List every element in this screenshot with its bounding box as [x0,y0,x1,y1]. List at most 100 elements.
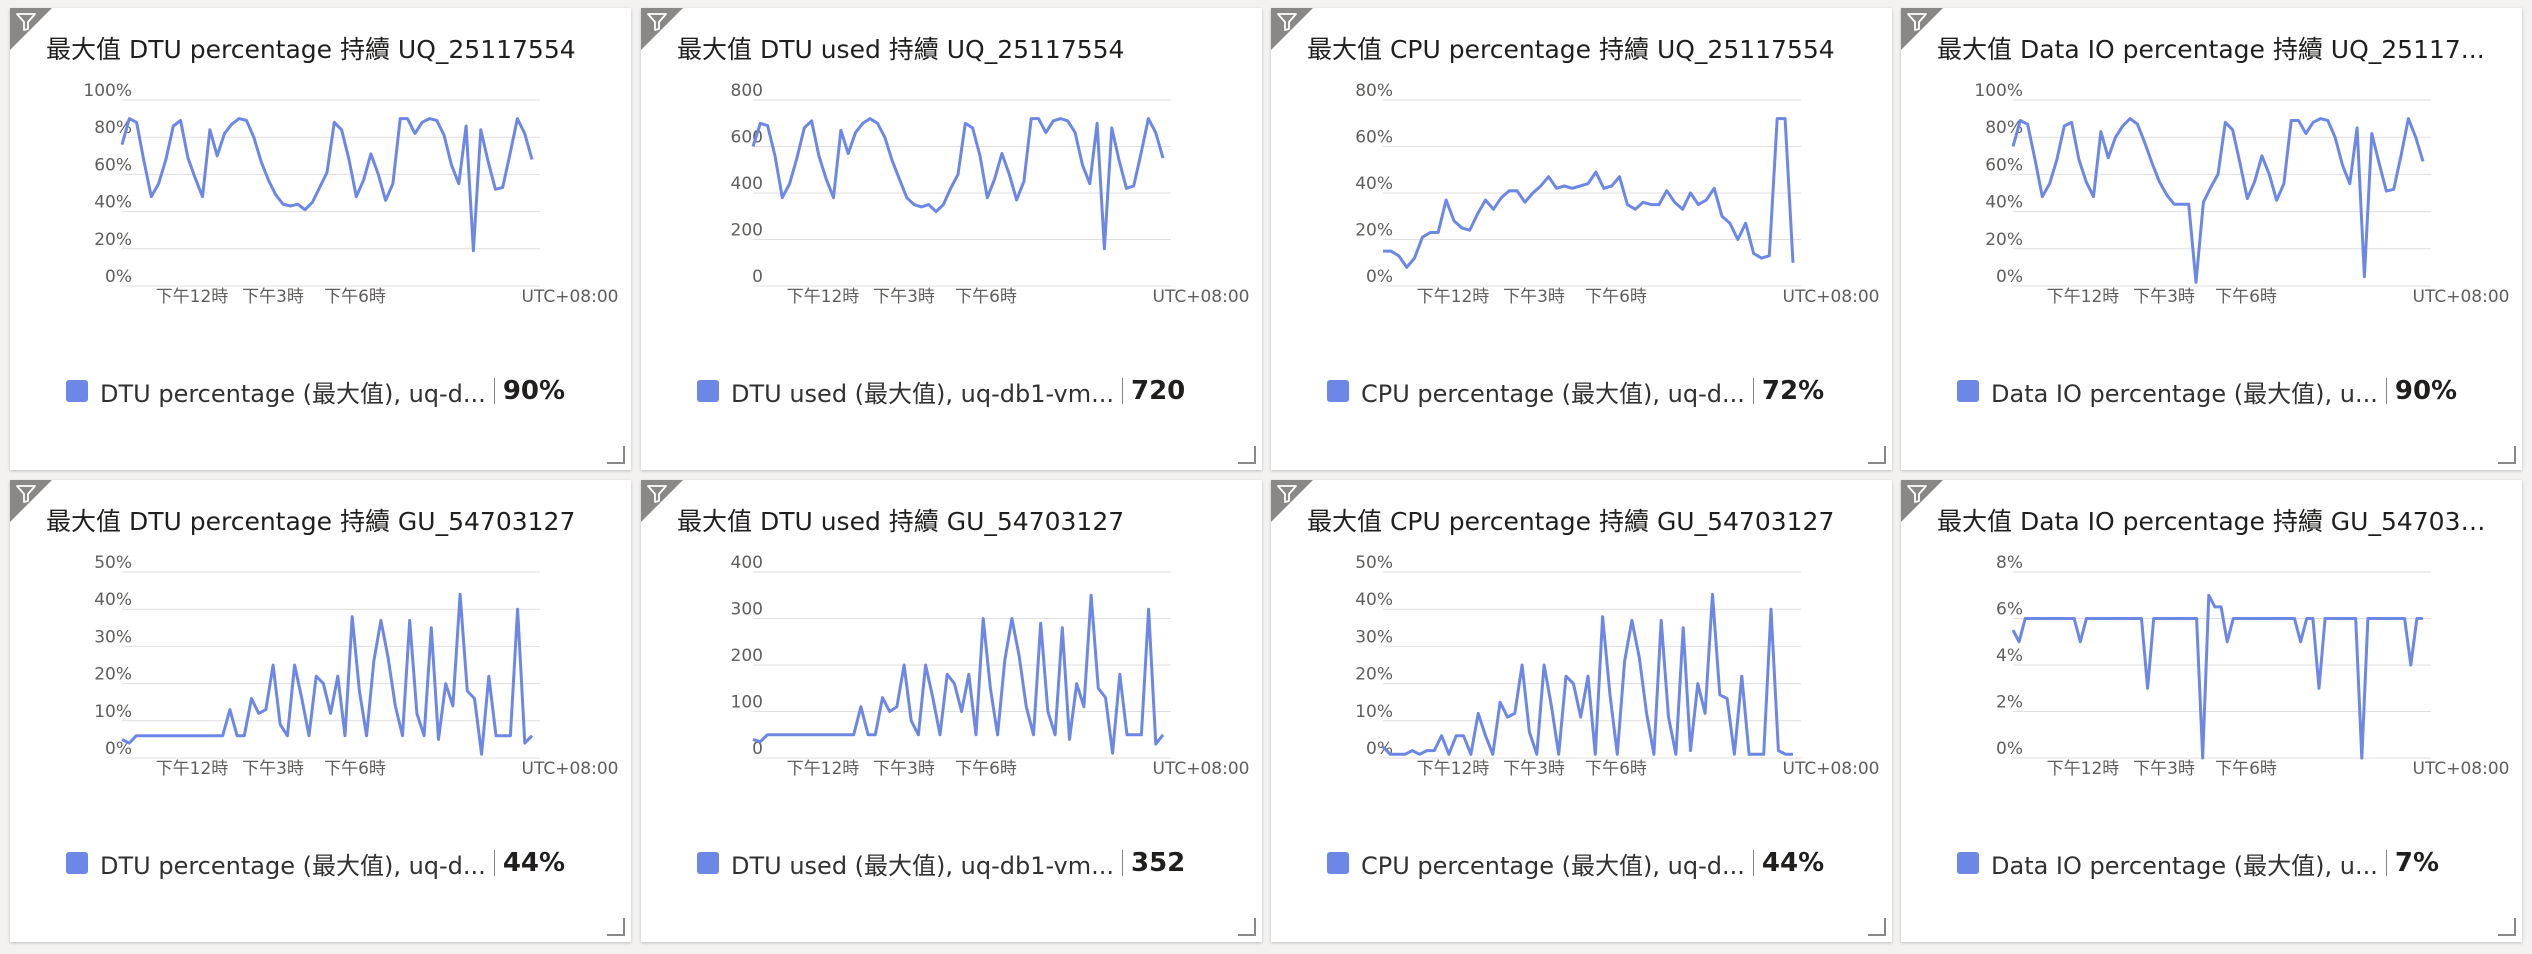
legend-label: DTU percentage (最大值), uq-d... [100,851,486,880]
line-chart[interactable]: 0 100 200 300 400 下午12時 下午3時 下午6時 UTC+08:00 [641,540,1262,780]
resize-handle-icon[interactable] [1238,446,1256,464]
resize-handle-icon[interactable] [1868,446,1886,464]
tile-title: 最大值 DTU percentage 持續 GU_54703127 [46,507,576,536]
tile-title: 最大值 CPU percentage 持續 UQ_25117554 [1307,35,1835,64]
x-tick-label: 下午12時 [1417,287,1490,307]
chart-legend[interactable]: Data IO percentage (最大值), u... 90% [1957,374,2517,408]
filter-icon[interactable] [1907,13,1927,31]
x-timezone-label: UTC+08:00 [1783,759,1880,779]
tile-title: 最大值 DTU used 持續 GU_54703127 [677,507,1125,536]
y-tick-label: 8% [1996,553,2023,573]
tile-title: 最大值 Data IO percentage 持續 UQ_25117... [1937,35,2485,64]
line-chart[interactable]: 0% 10% 20% 30% 40% 50% 下午12時 下午3時 下午6時 UTC+08:00 [1271,540,1892,780]
chart-legend[interactable]: DTU used (最大值), uq-db1-vm... 352 [697,846,1257,880]
series-line[interactable] [1381,592,1793,756]
metric-tile[interactable]: 最大值 DTU percentage 持續 GU_54703127 0% 10% 2… [10,480,631,942]
series-line[interactable] [1383,117,1795,269]
y-tick-label: 800 [731,81,763,101]
metric-tile[interactable]: 最大值 DTU used 持續 UQ_25117554 0 200 400 600 80… [641,8,1262,470]
x-tick-label: 下午6時 [955,287,1017,307]
y-tick-label: 100% [1974,81,2023,101]
legend-swatch [697,380,719,402]
chart-legend[interactable]: DTU used (最大值), uq-db1-vm... 720 [697,374,1257,408]
x-tick-label: 下午12時 [2047,287,2120,307]
x-tick-label: 下午12時 [2047,759,2120,779]
x-tick-label: 下午3時 [242,287,304,307]
metric-tile[interactable]: 最大值 DTU percentage 持續 UQ_25117554 0% 20% 4… [10,8,631,470]
resize-handle-icon[interactable] [607,446,625,464]
chart-legend[interactable]: CPU percentage (最大值), uq-d... 72% [1327,374,1887,408]
resize-handle-icon[interactable] [2498,918,2516,936]
metric-tile[interactable]: 最大值 CPU percentage 持續 GU_54703127 0% 10% 2… [1271,480,1892,942]
y-tick-label: 20% [1985,230,2023,250]
y-tick-label: 200 [731,646,763,666]
x-tick-label: 下午6時 [1585,759,1647,779]
resize-handle-icon[interactable] [1238,918,1256,936]
legend-value: 72% [1761,376,1825,406]
y-tick-label: 6% [1996,600,2023,620]
line-chart[interactable]: 0% 2% 4% 6% 8% 下午12時 下午3時 下午6時 UTC+08:00 [1901,540,2522,780]
series-line[interactable] [752,593,1165,755]
x-tick-label: 下午3時 [873,759,935,779]
filter-icon[interactable] [647,13,667,31]
x-tick-label: 下午6時 [324,759,386,779]
line-chart[interactable]: 0% 20% 40% 60% 80% 下午12時 下午3時 下午6時 UTC+08:00 [1271,68,1892,308]
x-timezone-label: UTC+08:00 [1153,759,1250,779]
x-tick-label: 下午3時 [1503,759,1565,779]
tile-title: 最大值 CPU percentage 持續 GU_54703127 [1307,507,1835,536]
legend-value: 44% [502,848,566,878]
chart-legend[interactable]: DTU percentage (最大值), uq-d... 90% [66,374,626,408]
x-tick-label: 下午12時 [787,287,860,307]
resize-handle-icon[interactable] [607,918,625,936]
x-tick-label: 下午3時 [1503,287,1565,307]
filter-icon[interactable] [1277,13,1297,31]
x-tick-label: 下午3時 [242,759,304,779]
y-tick-label: 40% [1355,590,1393,610]
y-tick-label: 80% [94,118,132,138]
metric-tile[interactable]: 最大值 Data IO percentage 持續 GU_547031... 0… [1901,480,2522,942]
legend-separator [493,378,495,404]
legend-separator [2385,378,2387,404]
legend-label: CPU percentage (最大值), uq-d... [1361,851,1745,880]
series-line[interactable] [2011,593,2423,760]
chart-legend[interactable]: DTU percentage (最大值), uq-d... 44% [66,846,626,880]
x-tick-label: 下午6時 [324,287,386,307]
tile-title: 最大值 DTU used 持續 UQ_25117554 [677,35,1125,64]
series-line[interactable] [2011,117,2425,284]
x-timezone-label: UTC+08:00 [1783,287,1880,307]
x-tick-label: 下午6時 [1585,287,1647,307]
y-tick-label: 60% [94,155,132,175]
y-tick-label: 20% [1355,665,1393,685]
resize-handle-icon[interactable] [1868,918,1886,936]
line-chart[interactable]: 0% 20% 40% 60% 80% 100% 下午12時 下午3時 下午6時 UTC+08:00 [10,68,631,308]
metric-tile[interactable]: 最大值 Data IO percentage 持續 UQ_25117... 0%… [1901,8,2522,470]
y-tick-label: 200 [731,221,763,241]
metric-tile[interactable]: 最大值 DTU used 持續 GU_54703127 0 100 200 300 40… [641,480,1262,942]
y-tick-label: 60% [1355,128,1393,148]
resize-handle-icon[interactable] [2498,446,2516,464]
legend-separator [493,850,495,876]
x-tick-label: 下午3時 [2133,759,2195,779]
legend-value: 90% [502,376,566,406]
y-tick-label: 0% [1996,267,2023,287]
filter-icon[interactable] [647,485,667,503]
filter-icon[interactable] [1277,485,1297,503]
metric-tile[interactable]: 最大值 CPU percentage 持續 UQ_25117554 0% 20% 4… [1271,8,1892,470]
x-timezone-label: UTC+08:00 [2413,287,2510,307]
chart-legend[interactable]: CPU percentage (最大值), uq-d... 44% [1327,846,1887,880]
legend-value: 7% [2394,848,2440,878]
legend-separator [1122,850,1123,876]
series-line[interactable] [121,592,534,756]
line-chart[interactable]: 0% 10% 20% 30% 40% 50% 下午12時 下午3時 下午6時 UTC+08:00 [10,540,631,780]
series-line[interactable] [751,117,1165,251]
chart-legend[interactable]: Data IO percentage (最大值), u... 7% [1957,846,2517,880]
line-chart[interactable]: 0% 20% 40% 60% 80% 100% 下午12時 下午3時 下午6時 UTC+08:00 [1901,68,2522,308]
filter-icon[interactable] [16,13,36,31]
series-line[interactable] [120,117,534,253]
filter-icon[interactable] [16,485,36,503]
x-timezone-label: UTC+08:00 [2413,759,2510,779]
legend-value: 44% [1761,848,1825,878]
legend-label: DTU percentage (最大值), uq-d... [100,379,486,408]
filter-icon[interactable] [1907,485,1927,503]
